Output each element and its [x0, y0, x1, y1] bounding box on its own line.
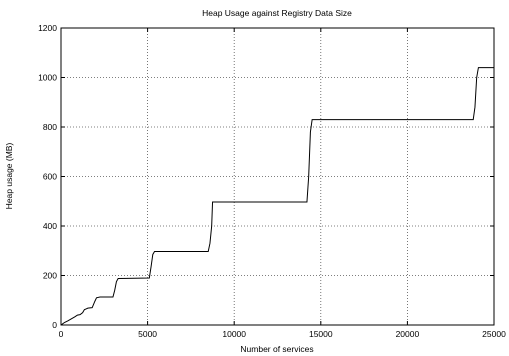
- y-tick-label: 1200: [38, 23, 57, 33]
- x-tick-label: 25000: [482, 329, 506, 339]
- x-axis-label: Number of services: [240, 344, 313, 354]
- y-tick-label: 200: [43, 271, 57, 281]
- x-tick-label: 5000: [138, 329, 157, 339]
- series-layer: [60, 67, 494, 326]
- x-tick-label: 10000: [222, 329, 246, 339]
- y-tick-label: 400: [43, 221, 57, 231]
- chart-title: Heap Usage against Registry Data Size: [202, 8, 352, 18]
- y-axis-label: Heap usage (MB): [4, 143, 14, 210]
- y-tick-label: 0: [52, 320, 57, 330]
- y-tick-label: 1000: [38, 73, 57, 83]
- y-tick-label: 800: [43, 122, 57, 132]
- y-tick-label: 600: [43, 172, 57, 182]
- x-tick-label: 0: [59, 329, 64, 339]
- axis-ticks: 0 5000 10000 15000 20000 25000 0 200 400 600 800 10…: [38, 23, 506, 339]
- x-tick-label: 20000: [396, 329, 420, 339]
- grid-lines: [61, 28, 494, 325]
- x-tick-label: 15000: [309, 329, 333, 339]
- series-line-0: [60, 67, 494, 326]
